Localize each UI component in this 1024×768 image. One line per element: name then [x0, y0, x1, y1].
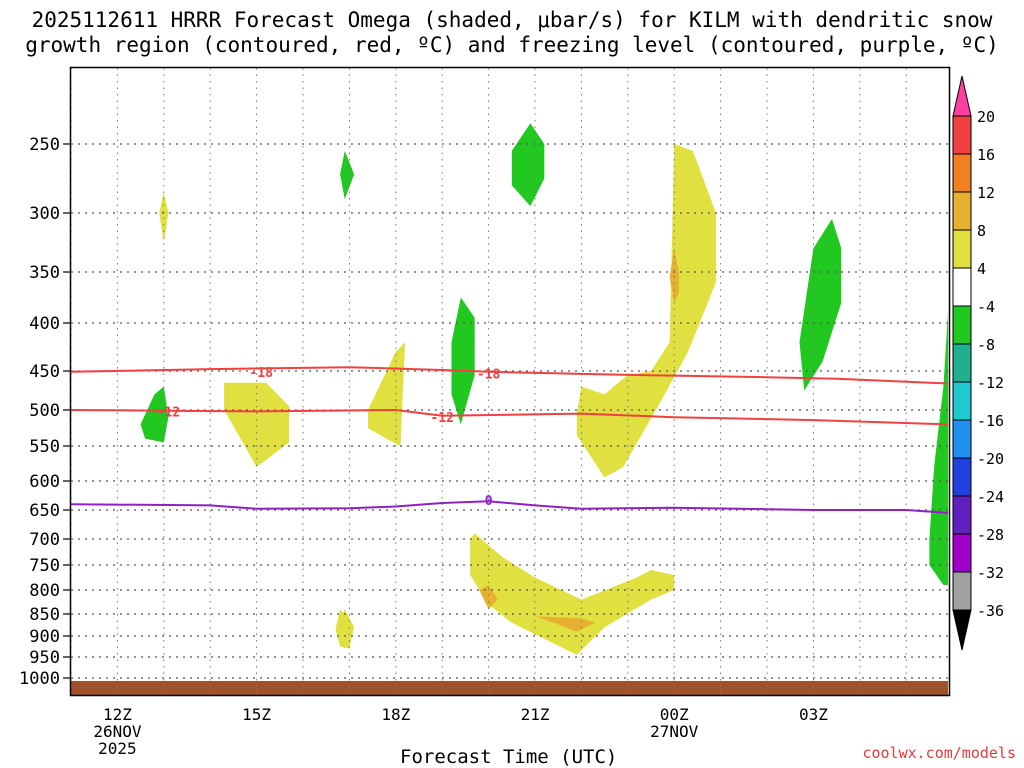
colorbar-seg-8 — [952, 381, 972, 421]
colorbar-seg-13 — [952, 571, 972, 611]
colorbar-label-13: -36 — [977, 602, 1004, 620]
y-tick-300: 300 — [29, 204, 60, 224]
colorbar-label-5: -4 — [977, 298, 995, 316]
x-tick-12Z: 12Z — [103, 705, 132, 724]
omega-region-green-6 — [929, 312, 948, 585]
ground-bar — [71, 681, 948, 695]
colorbar-seg-1 — [952, 115, 972, 155]
colorbar-label-12: -32 — [977, 564, 1004, 582]
colorbar-label-10: -24 — [977, 488, 1004, 506]
colorbar-seg-9 — [952, 419, 972, 459]
omega-region-yellow-6 — [576, 144, 716, 478]
colorbar-seg-4 — [952, 229, 972, 269]
omega-region-green-5 — [799, 218, 842, 391]
colorbar-seg-3 — [952, 191, 972, 231]
y-tick-600: 600 — [29, 472, 60, 492]
colorbar-bottom-arrow — [952, 609, 972, 651]
colorbar-label-4: 4 — [977, 260, 986, 278]
omega-region-yellow-2 — [224, 382, 290, 467]
y-axis-labels: 2503003504004505005506006507007508008509… — [19, 135, 71, 689]
contour-dgz-minus12 — [70, 408, 949, 426]
colorbar-label-1: 16 — [977, 146, 995, 164]
y-tick-450: 450 — [29, 362, 60, 382]
y-tick-650: 650 — [29, 501, 60, 521]
y-tick-850: 850 — [29, 605, 60, 625]
omega-colorbar: 20 16 12 8 4 -4 -8 -12 -16 -20 -24 -28 -32 -36 — [952, 75, 1004, 651]
omega-region-orange-2 — [479, 585, 498, 610]
y-tick-250: 250 — [29, 135, 60, 155]
x-tick-21Z: 21Z — [521, 705, 550, 724]
omega-region-orange-3 — [535, 616, 596, 632]
x-tick-00Z: 00Z — [660, 705, 689, 724]
colorbar-label-9: -20 — [977, 450, 1004, 468]
temperature-contours: -18 -18 -12 -12 0 — [70, 366, 949, 514]
colorbar-label-8: -16 — [977, 412, 1004, 430]
chart-title-line1: 2025112611 HRRR Forecast Omega (shaded, … — [31, 8, 993, 32]
y-tick-800: 800 — [29, 581, 60, 601]
x-tick-15Z: 15Z — [242, 705, 271, 724]
omega-region-yellow-1 — [159, 192, 169, 243]
omega-region-green-3 — [451, 297, 475, 425]
contour-freezing-level — [70, 500, 949, 514]
contour-label-dgz-minus18-0: -18 — [250, 366, 274, 381]
contour-label-freezing-level-0: 0 — [485, 494, 493, 509]
omega-region-yellow-3 — [368, 342, 406, 446]
omega-region-yellow-7 — [335, 609, 355, 649]
y-tick-350: 350 — [29, 263, 60, 283]
omega-region-green-1 — [140, 386, 169, 443]
colorbar-seg-5 — [952, 267, 972, 307]
x-tick-18Z: 18Z — [381, 705, 410, 724]
colorbar-label-6: -8 — [977, 336, 995, 354]
credit-link[interactable]: coolwx.com/models — [862, 744, 1016, 762]
contour-label-dgz-minus12-0: -12 — [157, 405, 180, 420]
y-tick-550: 550 — [29, 437, 60, 457]
colorbar-seg-6 — [952, 305, 972, 345]
colorbar-label-3: 8 — [977, 222, 986, 240]
y-tick-700: 700 — [29, 530, 60, 550]
x-tick-03Z: 03Z — [799, 705, 828, 724]
colorbar-seg-12 — [952, 533, 972, 573]
x-tick-date-00Z: 27NOV — [650, 722, 699, 741]
x-tick-date-12Z: 26NOV — [93, 722, 142, 741]
omega-region-green-2 — [340, 150, 355, 200]
y-tick-1000: 1000 — [19, 669, 60, 689]
colorbar-top-arrow — [952, 75, 972, 117]
colorbar-label-7: -12 — [977, 374, 1004, 392]
x-tick-year-12Z: 2025 — [98, 739, 137, 758]
colorbar-seg-10 — [952, 457, 972, 497]
colorbar-label-2: 12 — [977, 184, 995, 202]
chart-title-line2: growth region (contoured, red, ºC) and f… — [25, 33, 999, 57]
y-tick-500: 500 — [29, 401, 60, 421]
y-tick-900: 900 — [29, 627, 60, 647]
x-axis-title: Forecast Time (UTC) — [400, 746, 618, 768]
contour-label-dgz-minus18-1: -18 — [477, 367, 501, 382]
plot-frame — [69, 66, 951, 697]
contour-label-dgz-minus12-1: -12 — [430, 411, 453, 426]
y-tick-950: 950 — [29, 648, 60, 668]
colorbar-seg-2 — [952, 153, 972, 193]
omega-region-green-4 — [511, 123, 545, 207]
colorbar-label-11: -28 — [977, 526, 1004, 544]
colorbar-seg-11 — [952, 495, 972, 535]
omega-shaded-regions — [140, 123, 948, 655]
contour-dgz-minus18 — [70, 366, 949, 385]
colorbar-seg-7 — [952, 343, 972, 383]
colorbar-label-0: 20 — [977, 108, 995, 126]
omega-region-yellow-4 — [470, 533, 675, 655]
y-tick-750: 750 — [29, 556, 60, 576]
y-tick-400: 400 — [29, 314, 60, 334]
omega-region-orange-1 — [669, 248, 679, 303]
